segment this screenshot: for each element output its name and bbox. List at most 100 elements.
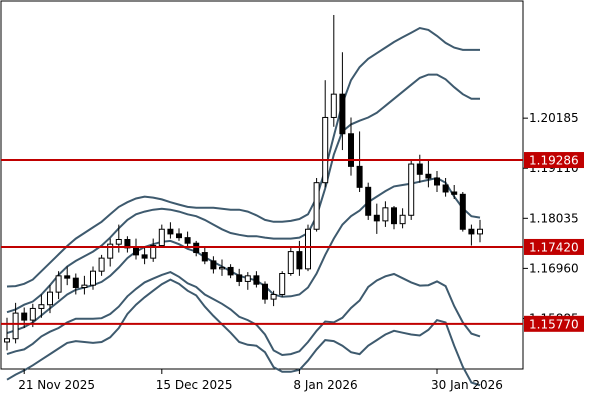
candle bbox=[219, 259, 225, 276]
candle-body-bull bbox=[4, 338, 10, 343]
candle bbox=[382, 201, 389, 227]
candle bbox=[72, 273, 79, 295]
candle-body-bull bbox=[322, 116, 329, 184]
candle bbox=[434, 171, 440, 192]
candle-body-bear bbox=[227, 266, 234, 276]
candle-body-bull bbox=[29, 307, 36, 321]
candle-body-bull bbox=[330, 93, 337, 118]
candle bbox=[270, 290, 277, 307]
x-tick-label: 8 Jan 2026 bbox=[293, 378, 357, 392]
candle bbox=[201, 246, 208, 265]
candle bbox=[47, 285, 53, 314]
candle-body-bull bbox=[158, 228, 165, 247]
candle-body-bull bbox=[107, 243, 114, 259]
candle-body-bull bbox=[90, 270, 96, 286]
y-tick-label: 1.18035 bbox=[529, 211, 579, 225]
x-axis: 21 Nov 2025 15 Dec 2025 8 Jan 2026 30 Jan 2… bbox=[18, 369, 503, 392]
candle-body-bear bbox=[253, 275, 260, 285]
candle bbox=[38, 294, 45, 318]
candle bbox=[253, 271, 260, 288]
candle-body-bear bbox=[167, 228, 174, 235]
candle-body-bull bbox=[477, 228, 483, 235]
horizontal-levels: 1.19286 1.17420 1.15770 bbox=[1, 152, 584, 332]
candle-body-bear bbox=[425, 173, 432, 179]
candle-body-bull bbox=[287, 251, 294, 275]
candle-body-bull bbox=[219, 266, 225, 270]
candle-body-bear bbox=[21, 312, 28, 321]
candle bbox=[339, 52, 346, 151]
candle bbox=[90, 266, 96, 290]
candle bbox=[287, 247, 294, 276]
candle bbox=[210, 256, 217, 274]
candle bbox=[167, 222, 174, 239]
candle bbox=[313, 178, 320, 232]
candle-body-bear bbox=[459, 193, 466, 230]
candle-body-bear bbox=[391, 207, 397, 225]
candle bbox=[442, 178, 449, 197]
level-label: 1.19286 bbox=[529, 154, 579, 168]
candle-body-bear bbox=[201, 252, 208, 262]
candle-body-bear bbox=[468, 228, 475, 235]
candle-body-bear bbox=[210, 260, 217, 270]
candle-body-bear bbox=[236, 274, 243, 282]
candle bbox=[158, 224, 165, 248]
candle-body-bear bbox=[141, 254, 148, 259]
candle-body-bull bbox=[244, 275, 251, 282]
candle bbox=[227, 264, 234, 279]
candle bbox=[365, 182, 372, 220]
candle-body-bull bbox=[12, 312, 19, 340]
candle-body-bull bbox=[279, 273, 286, 295]
candle bbox=[468, 224, 475, 246]
candle bbox=[244, 272, 251, 290]
level-label-bg bbox=[524, 238, 584, 255]
candle-body-bull bbox=[408, 163, 415, 216]
candle-body-bear bbox=[356, 165, 363, 188]
candle bbox=[279, 271, 286, 297]
candle bbox=[373, 203, 380, 234]
candle-body-bull bbox=[399, 214, 406, 225]
candle bbox=[348, 117, 354, 176]
candle bbox=[459, 191, 466, 232]
candle-body-bear bbox=[348, 133, 354, 167]
candle bbox=[55, 271, 62, 300]
candle bbox=[236, 268, 243, 287]
candle bbox=[150, 238, 157, 262]
candle-body-bear bbox=[442, 184, 449, 193]
x-tick-label: 15 Dec 2025 bbox=[156, 378, 233, 392]
candle bbox=[330, 14, 337, 127]
candle bbox=[399, 208, 406, 229]
candle-body-bull bbox=[47, 291, 53, 306]
band-upper1 bbox=[6, 73, 480, 314]
candle bbox=[425, 159, 432, 188]
candle-body-bull bbox=[382, 207, 389, 222]
candle bbox=[184, 231, 191, 248]
candle-body-bear bbox=[72, 277, 79, 288]
level-label: 1.17420 bbox=[529, 240, 579, 254]
candle-body-bear bbox=[176, 233, 182, 239]
candle-body-bear bbox=[64, 275, 71, 279]
candle-body-bull bbox=[313, 182, 320, 230]
candle-body-bear bbox=[434, 177, 440, 186]
candle-body-bear bbox=[373, 214, 380, 222]
band-lower1 bbox=[6, 271, 481, 357]
x-tick-label: 30 Jan 2026 bbox=[431, 378, 503, 392]
y-tick-label: 1.16960 bbox=[529, 261, 579, 275]
y-tick-label: 1.20185 bbox=[529, 111, 579, 125]
candle-body-bull bbox=[98, 257, 105, 272]
band-lower2 bbox=[6, 278, 481, 387]
candle-body-bear bbox=[184, 237, 191, 244]
candle-body-bull bbox=[55, 275, 62, 293]
candle bbox=[176, 228, 182, 241]
candle-body-bull bbox=[270, 293, 277, 300]
candle-body-bull bbox=[305, 228, 311, 270]
candle-body-bear bbox=[296, 251, 303, 270]
candle-body-bull bbox=[81, 284, 88, 288]
candle-body-bull bbox=[150, 245, 157, 259]
band-upper2 bbox=[6, 26, 480, 288]
candle-body-bear bbox=[133, 247, 139, 256]
candle bbox=[262, 281, 268, 304]
level-label-bg bbox=[524, 315, 584, 332]
